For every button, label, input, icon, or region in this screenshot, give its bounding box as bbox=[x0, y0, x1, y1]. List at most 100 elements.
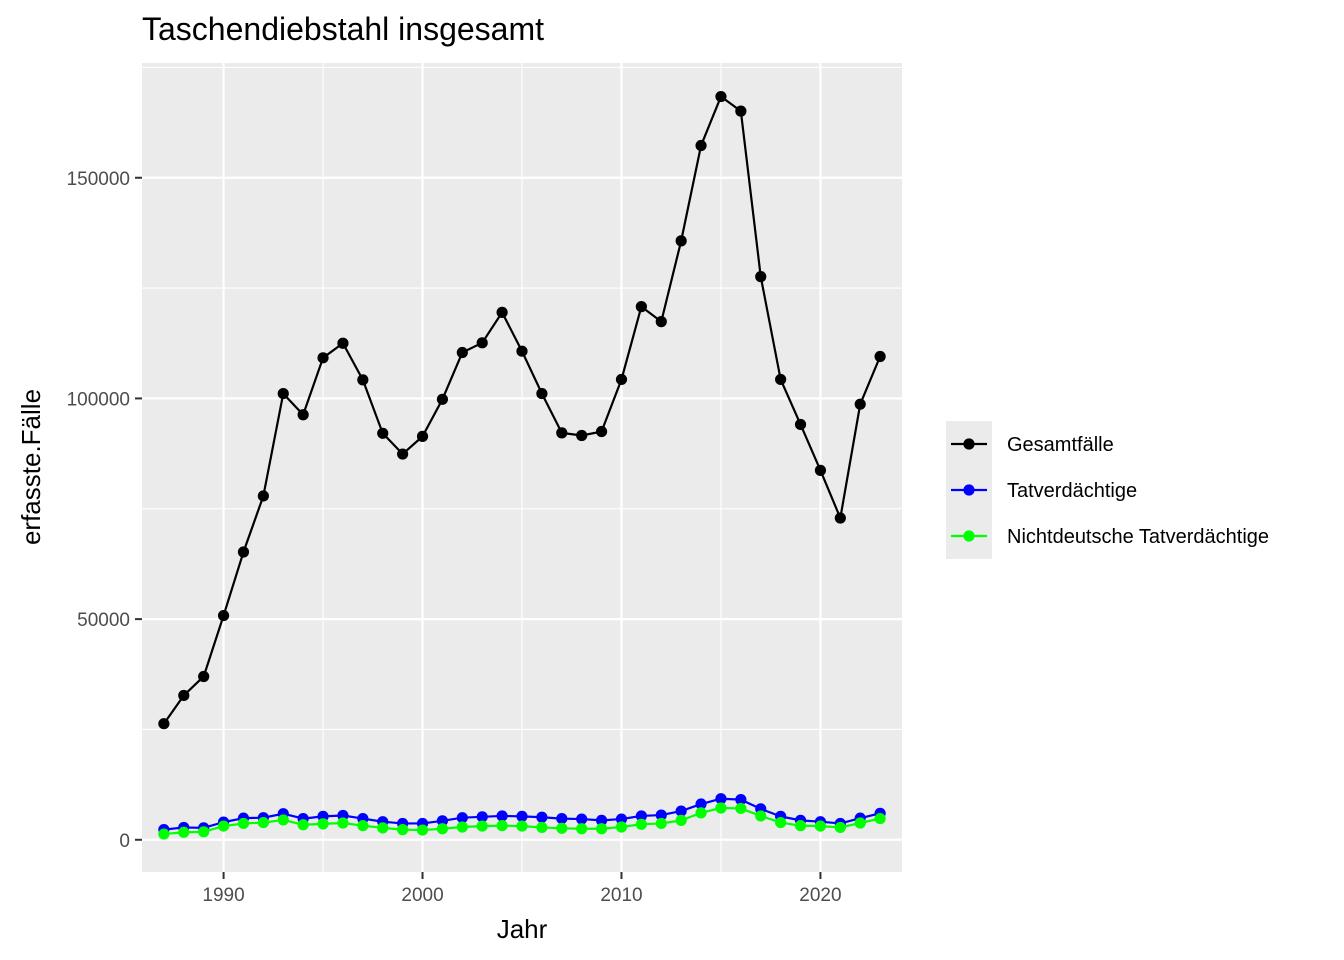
data-point-series-0 bbox=[297, 409, 309, 421]
data-point-series-2 bbox=[257, 816, 269, 829]
x-tick-label: 2000 bbox=[401, 885, 443, 906]
data-point-series-1 bbox=[695, 798, 707, 810]
data-point-series-2 bbox=[456, 821, 468, 833]
data-point-series-2 bbox=[198, 826, 210, 838]
data-point-series-0 bbox=[436, 393, 449, 405]
data-point-series-1 bbox=[456, 812, 468, 824]
data-point-series-2 bbox=[675, 814, 687, 826]
legend-key-point bbox=[963, 484, 975, 496]
data-point-series-1 bbox=[615, 813, 628, 825]
data-point-series-0 bbox=[516, 345, 528, 357]
data-point-series-0 bbox=[595, 425, 608, 438]
data-point-series-0 bbox=[337, 337, 349, 349]
data-point-series-0 bbox=[615, 373, 628, 386]
data-point-series-2 bbox=[217, 820, 230, 832]
chart-title: Taschendiebstahl insgesamt bbox=[142, 11, 544, 47]
data-point-series-0 bbox=[456, 346, 468, 359]
data-point-series-1 bbox=[655, 809, 667, 821]
data-point-series-0 bbox=[178, 689, 190, 702]
data-point-series-2 bbox=[576, 823, 588, 835]
x-axis-title: Jahr bbox=[497, 914, 548, 944]
data-point-series-0 bbox=[237, 546, 250, 558]
data-point-series-2 bbox=[834, 821, 846, 834]
data-point-series-0 bbox=[377, 427, 389, 439]
data-point-series-1 bbox=[536, 811, 548, 823]
data-point-series-1 bbox=[715, 793, 727, 805]
data-point-series-2 bbox=[874, 812, 886, 825]
data-point-series-0 bbox=[476, 337, 488, 349]
data-point-series-0 bbox=[775, 373, 787, 386]
legend-key-point bbox=[963, 530, 975, 542]
data-point-series-2 bbox=[814, 820, 827, 832]
data-point-series-1 bbox=[516, 810, 528, 822]
data-point-series-2 bbox=[635, 818, 647, 830]
data-point-series-1 bbox=[556, 812, 568, 825]
data-point-series-0 bbox=[854, 398, 866, 410]
data-point-series-0 bbox=[814, 464, 827, 476]
data-point-series-2 bbox=[854, 817, 866, 829]
y-axis-title: erfasste.Fälle bbox=[16, 389, 46, 545]
x-tick-label: 2010 bbox=[600, 885, 642, 906]
data-point-series-0 bbox=[496, 306, 508, 318]
series-layer bbox=[158, 90, 886, 840]
data-point-series-0 bbox=[874, 350, 886, 363]
data-point-series-2 bbox=[755, 810, 767, 822]
data-point-series-2 bbox=[556, 822, 568, 834]
legend-label: Gesamtfälle bbox=[1007, 434, 1114, 456]
data-point-series-0 bbox=[397, 448, 409, 460]
data-point-series-2 bbox=[357, 820, 369, 832]
data-point-series-0 bbox=[556, 427, 568, 439]
data-point-series-0 bbox=[317, 352, 329, 364]
data-point-series-2 bbox=[775, 816, 787, 829]
data-point-series-2 bbox=[794, 820, 807, 832]
data-point-series-0 bbox=[794, 418, 807, 431]
data-point-series-2 bbox=[496, 820, 508, 832]
data-point-series-1 bbox=[436, 815, 449, 827]
data-point-series-2 bbox=[377, 822, 389, 834]
data-point-series-2 bbox=[158, 828, 170, 840]
data-point-series-0 bbox=[675, 235, 687, 247]
data-point-series-2 bbox=[178, 826, 190, 838]
data-point-series-2 bbox=[476, 820, 488, 832]
data-point-series-0 bbox=[416, 430, 429, 442]
data-point-series-2 bbox=[615, 821, 628, 833]
data-point-series-2 bbox=[237, 817, 250, 830]
data-point-series-2 bbox=[715, 802, 727, 814]
data-point-series-0 bbox=[277, 387, 289, 400]
data-point-series-0 bbox=[695, 139, 707, 152]
data-point-series-0 bbox=[635, 301, 647, 313]
data-point-series-0 bbox=[257, 490, 269, 502]
data-point-series-1 bbox=[675, 805, 687, 817]
data-point-series-2 bbox=[337, 817, 349, 829]
data-point-series-0 bbox=[735, 105, 747, 117]
data-point-series-2 bbox=[516, 820, 528, 832]
data-point-series-2 bbox=[735, 802, 747, 815]
data-point-series-0 bbox=[536, 387, 548, 400]
legend: Gesamtfälle Tatverdächtige Nichtdeutsche T… bbox=[946, 421, 1269, 559]
data-point-series-2 bbox=[397, 824, 409, 836]
data-point-series-0 bbox=[715, 90, 727, 103]
data-point-series-0 bbox=[158, 718, 170, 730]
data-point-series-2 bbox=[277, 814, 289, 826]
data-point-series-1 bbox=[635, 810, 647, 822]
legend-label: Nichtdeutsche Tatverdächtige bbox=[1007, 526, 1269, 548]
legend-key-point bbox=[963, 438, 975, 450]
x-tick-label: 2020 bbox=[799, 885, 841, 906]
y-tick-label: 0 bbox=[119, 831, 130, 852]
data-point-series-1 bbox=[576, 813, 588, 825]
data-point-series-2 bbox=[536, 821, 548, 834]
data-point-series-0 bbox=[834, 512, 846, 524]
y-tick-label: 100000 bbox=[67, 389, 130, 410]
y-tick-label: 50000 bbox=[77, 610, 130, 631]
data-point-series-2 bbox=[595, 823, 608, 835]
axes: 1990 2000 2010 2020 0 50000 100000 150000 bbox=[67, 169, 842, 906]
x-tick-label: 1990 bbox=[202, 885, 244, 906]
data-point-series-2 bbox=[416, 824, 429, 836]
data-point-series-2 bbox=[317, 818, 329, 830]
data-point-series-2 bbox=[436, 823, 449, 835]
data-point-series-2 bbox=[297, 819, 309, 831]
data-point-series-1 bbox=[496, 810, 508, 822]
data-point-series-0 bbox=[576, 429, 588, 442]
data-point-series-2 bbox=[695, 807, 707, 819]
